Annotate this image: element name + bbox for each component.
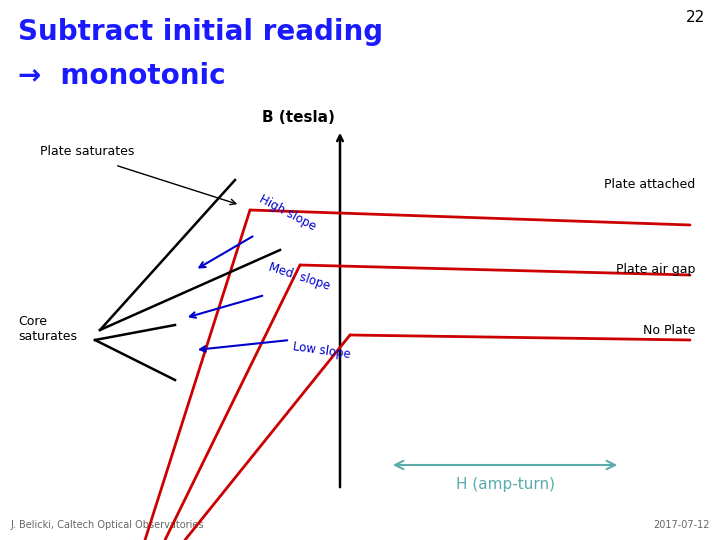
Text: →  monotonic: → monotonic	[18, 62, 225, 90]
Text: Subtract initial reading: Subtract initial reading	[18, 18, 383, 46]
Text: 2017-07-12: 2017-07-12	[654, 520, 710, 530]
Text: High slope: High slope	[257, 192, 318, 233]
Text: Med. slope: Med. slope	[267, 261, 332, 293]
Text: J. Belicki, Caltech Optical Observatories: J. Belicki, Caltech Optical Observatorie…	[10, 520, 204, 530]
Text: Core
saturates: Core saturates	[18, 315, 77, 343]
Text: 22: 22	[685, 10, 705, 25]
Text: Plate saturates: Plate saturates	[40, 145, 135, 158]
Text: No Plate: No Plate	[643, 323, 695, 336]
Text: Low slope: Low slope	[292, 340, 351, 361]
Text: Plate air gap: Plate air gap	[616, 264, 695, 276]
Text: Plate attached: Plate attached	[604, 179, 695, 192]
Text: B (tesla): B (tesla)	[262, 110, 335, 125]
Text: H (amp-turn): H (amp-turn)	[456, 477, 554, 492]
